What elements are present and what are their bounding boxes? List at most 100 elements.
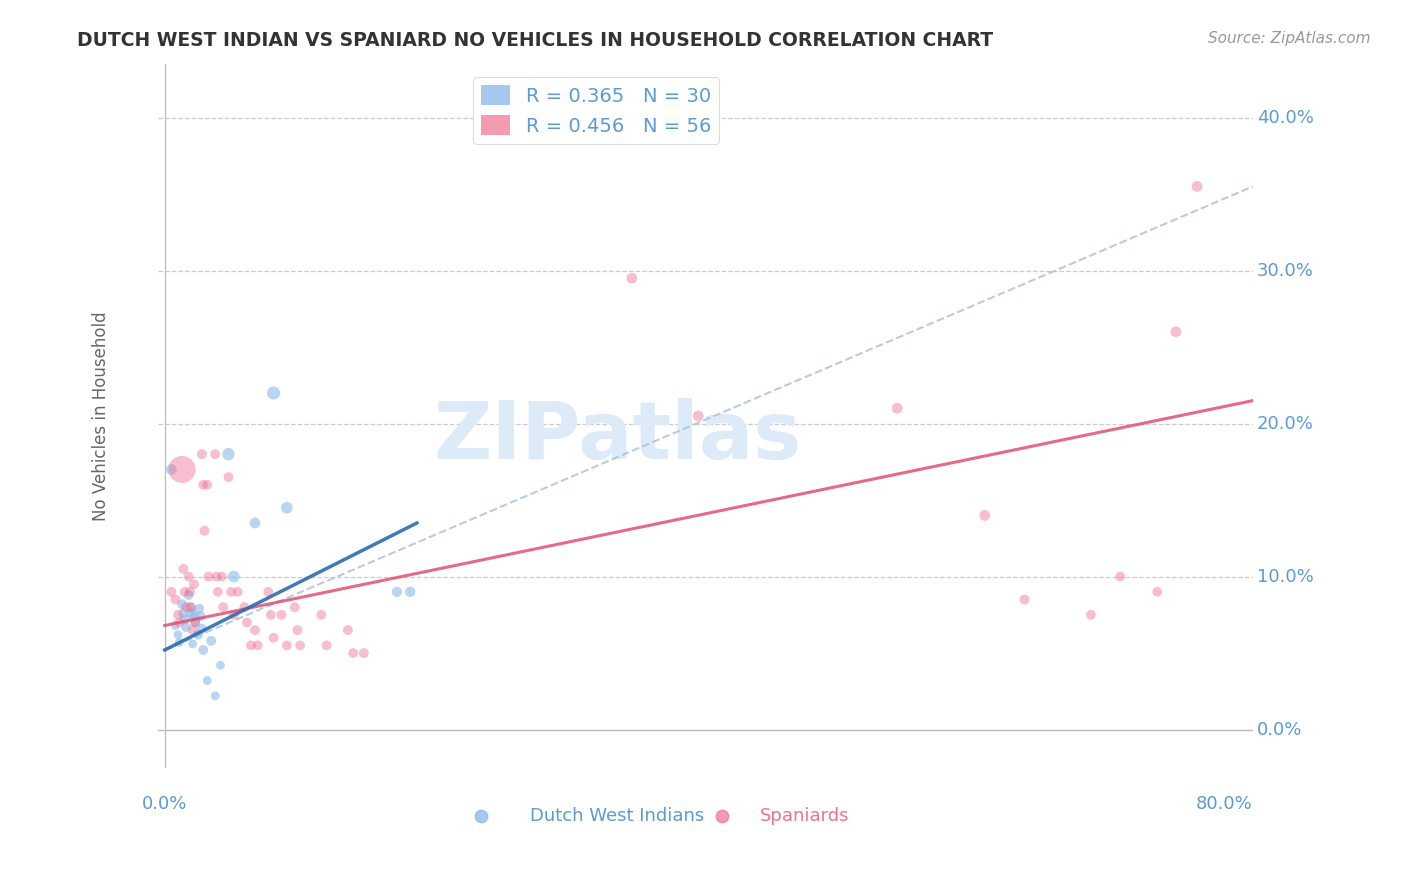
Text: 10.0%: 10.0% <box>1257 567 1313 585</box>
Point <box>195 477 218 491</box>
Point <box>195 673 218 688</box>
Point <box>165 592 187 607</box>
Point <box>243 516 266 530</box>
Point <box>205 569 228 583</box>
Point <box>181 623 204 637</box>
Point <box>217 470 239 484</box>
Point <box>233 600 256 615</box>
Point <box>183 577 205 591</box>
Point <box>173 612 195 626</box>
Text: Dutch West Indians: Dutch West Indians <box>530 806 704 824</box>
Point <box>172 562 194 576</box>
Point <box>263 631 285 645</box>
Point <box>190 609 212 624</box>
Point <box>170 462 193 476</box>
Point <box>1146 585 1168 599</box>
Point <box>219 585 242 599</box>
Point <box>207 585 229 599</box>
Point <box>315 639 337 653</box>
Point <box>1109 569 1132 583</box>
Point <box>187 628 209 642</box>
Point <box>173 585 195 599</box>
Text: DUTCH WEST INDIAN VS SPANIARD NO VEHICLES IN HOUSEHOLD CORRELATION CHART: DUTCH WEST INDIAN VS SPANIARD NO VEHICLE… <box>77 31 994 50</box>
Text: No Vehicles in Household: No Vehicles in Household <box>91 311 110 521</box>
Point <box>160 585 183 599</box>
Point <box>353 646 375 660</box>
Point <box>1014 592 1036 607</box>
Point <box>179 585 201 599</box>
Text: 20.0%: 20.0% <box>1257 415 1313 433</box>
Point <box>191 447 214 461</box>
Point <box>211 569 233 583</box>
Point <box>246 639 269 653</box>
Point <box>204 447 226 461</box>
Point <box>886 401 908 416</box>
Point <box>165 618 187 632</box>
Text: 0.0%: 0.0% <box>142 796 187 814</box>
Text: 0.0%: 0.0% <box>1257 721 1302 739</box>
Point <box>837 826 859 840</box>
Text: Source: ZipAtlas.com: Source: ZipAtlas.com <box>1208 31 1371 46</box>
Point <box>193 643 215 657</box>
Point <box>260 607 283 622</box>
Point <box>177 588 200 602</box>
Point <box>1164 325 1187 339</box>
Point <box>184 615 207 630</box>
Point <box>222 569 245 583</box>
Point <box>197 569 219 583</box>
Point <box>193 477 215 491</box>
Text: Spaniards: Spaniards <box>761 806 849 824</box>
Point <box>973 508 995 523</box>
Point <box>180 600 202 615</box>
Point <box>172 607 194 621</box>
Point <box>200 633 222 648</box>
Point <box>183 609 205 624</box>
Text: 30.0%: 30.0% <box>1257 261 1313 279</box>
Point <box>188 601 211 615</box>
Point <box>276 639 298 653</box>
Text: 40.0%: 40.0% <box>1257 109 1313 127</box>
Point <box>1080 607 1102 622</box>
Point <box>284 600 307 615</box>
Point <box>191 622 214 636</box>
Point <box>1185 179 1208 194</box>
Point <box>177 569 200 583</box>
Point <box>179 600 201 615</box>
Point <box>180 607 202 621</box>
Text: 80.0%: 80.0% <box>1197 796 1253 814</box>
Point <box>212 600 235 615</box>
Point <box>226 585 249 599</box>
Legend: R = 0.365   N = 30, R = 0.456   N = 56: R = 0.365 N = 30, R = 0.456 N = 56 <box>474 78 718 144</box>
Point <box>169 635 191 649</box>
Point <box>546 826 568 840</box>
Point <box>399 585 422 599</box>
Point <box>167 607 190 622</box>
Point <box>217 447 239 461</box>
Point <box>184 615 207 630</box>
Point <box>160 462 183 476</box>
Point <box>193 524 215 538</box>
Point <box>222 607 245 622</box>
Point <box>170 597 193 611</box>
Point <box>270 607 292 622</box>
Point <box>236 615 259 630</box>
Point <box>240 639 263 653</box>
Point <box>174 600 197 615</box>
Point <box>620 271 643 285</box>
Text: ZIPatlas: ZIPatlas <box>434 398 801 476</box>
Point <box>311 607 333 622</box>
Point <box>181 637 204 651</box>
Point <box>169 615 191 630</box>
Point <box>167 628 190 642</box>
Point <box>688 409 710 423</box>
Point <box>288 639 311 653</box>
Point <box>336 623 359 637</box>
Point <box>385 585 408 599</box>
Point <box>243 623 266 637</box>
Point <box>204 689 226 703</box>
Point <box>342 646 364 660</box>
Point <box>257 585 280 599</box>
Point <box>287 623 309 637</box>
Point <box>276 500 298 515</box>
Point <box>174 620 197 634</box>
